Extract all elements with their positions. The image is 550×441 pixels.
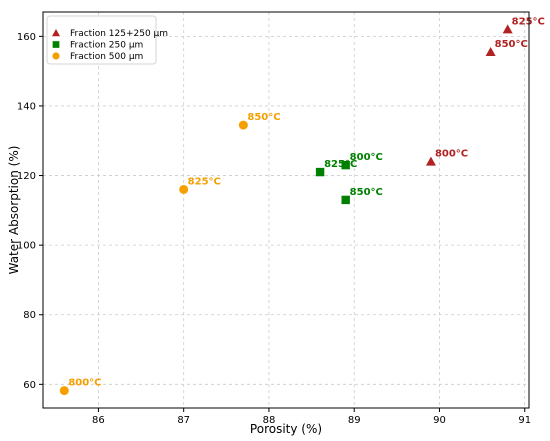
point-annotation-label: 850°C bbox=[495, 39, 528, 50]
data-point-circle bbox=[179, 184, 189, 194]
point-annotation-label: 825°C bbox=[512, 16, 545, 27]
data-point-triangle bbox=[425, 156, 436, 166]
data-points bbox=[59, 24, 513, 396]
x-tick-label: 87 bbox=[177, 415, 190, 426]
point-annotation-label: 800°C bbox=[435, 149, 468, 160]
legend-marker-square bbox=[52, 41, 60, 48]
y-tick-label: 160 bbox=[17, 32, 36, 43]
legend-entry-label: Fraction 125+250 µm bbox=[70, 29, 168, 39]
data-point-square bbox=[341, 160, 350, 170]
y-tick-label: 60 bbox=[23, 380, 36, 391]
point-annotations: 825°C850°C800°C800°C825°C850°C850°C825°C… bbox=[68, 16, 545, 388]
legend-entry-label: Fraction 500 µm bbox=[70, 52, 143, 62]
data-point-square bbox=[341, 195, 350, 205]
x-axis-title: Porosity (%) bbox=[250, 422, 322, 436]
point-annotation-label: 800°C bbox=[68, 378, 101, 389]
x-tick-label: 88 bbox=[263, 415, 276, 426]
data-point-triangle bbox=[502, 24, 513, 34]
y-tick-label: 100 bbox=[17, 241, 36, 252]
data-point-circle bbox=[59, 386, 69, 396]
point-annotation-label: 850°C bbox=[247, 112, 280, 123]
legend-marker-triangle bbox=[52, 29, 60, 37]
legend-marker-circle bbox=[52, 52, 60, 60]
point-annotation-label: 850°C bbox=[350, 187, 383, 198]
legend: Fraction 125+250 µm Fraction 250 µmFracti… bbox=[46, 15, 168, 65]
y-tick-label: 140 bbox=[17, 101, 36, 112]
data-point-triangle bbox=[485, 47, 496, 57]
x-tick-label: 91 bbox=[518, 415, 531, 426]
y-axis-title: Water Absorption (%) bbox=[7, 146, 21, 275]
data-point-square bbox=[315, 167, 325, 177]
y-tick-label: 120 bbox=[17, 171, 36, 182]
legend-box bbox=[46, 15, 157, 65]
grid-lines bbox=[43, 12, 529, 408]
x-tick-label: 90 bbox=[433, 415, 446, 426]
y-tick-label: 80 bbox=[23, 310, 36, 321]
point-annotation-label: 825°C bbox=[324, 159, 357, 170]
x-tick-label: 89 bbox=[348, 415, 361, 426]
axis-ticks: 86 87 88 89 90 91 60 80 100 120 140 160 bbox=[17, 32, 531, 426]
x-tick-label: 86 bbox=[92, 415, 105, 426]
point-annotation-label: 800°C bbox=[350, 152, 383, 163]
legend-entry-label: Fraction 250 µm bbox=[70, 41, 143, 51]
plot-frame bbox=[42, 11, 530, 409]
point-annotation-label: 825°C bbox=[188, 176, 221, 187]
data-point-circle bbox=[238, 120, 248, 130]
